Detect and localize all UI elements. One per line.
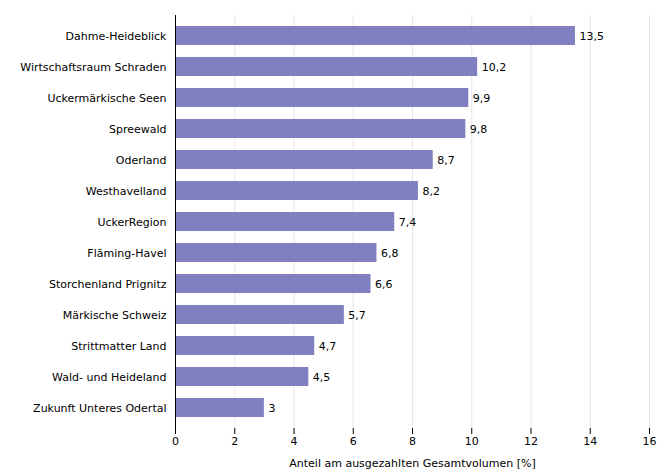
svg-text:Spreewald: Spreewald xyxy=(109,123,167,136)
svg-text:5,7: 5,7 xyxy=(348,309,366,322)
svg-text:16: 16 xyxy=(643,435,657,448)
svg-text:0: 0 xyxy=(172,435,179,448)
svg-text:2: 2 xyxy=(231,435,238,448)
svg-text:12: 12 xyxy=(524,435,538,448)
svg-text:Fläming-Havel: Fläming-Havel xyxy=(87,247,166,260)
svg-text:6: 6 xyxy=(350,435,357,448)
svg-text:10: 10 xyxy=(465,435,479,448)
svg-text:8,7: 8,7 xyxy=(437,154,455,167)
svg-text:6,8: 6,8 xyxy=(381,247,399,260)
svg-text:Storchenland Prignitz: Storchenland Prignitz xyxy=(49,278,167,291)
svg-text:4,5: 4,5 xyxy=(313,371,331,384)
svg-text:Wirtschaftsraum Schraden: Wirtschaftsraum Schraden xyxy=(20,61,166,74)
svg-text:Westhavelland: Westhavelland xyxy=(86,185,167,198)
svg-text:6,6: 6,6 xyxy=(375,278,393,291)
svg-text:10,2: 10,2 xyxy=(482,61,507,74)
svg-text:9,8: 9,8 xyxy=(470,123,488,136)
svg-text:Märkische Schweiz: Märkische Schweiz xyxy=(63,309,167,322)
svg-text:7,4: 7,4 xyxy=(399,216,417,229)
svg-text:8,2: 8,2 xyxy=(422,185,440,198)
svg-text:13,5: 13,5 xyxy=(579,30,604,43)
svg-text:8: 8 xyxy=(409,435,416,448)
svg-text:14: 14 xyxy=(583,435,597,448)
svg-text:Uckermärkische Seen: Uckermärkische Seen xyxy=(47,92,166,105)
svg-text:Wald- und Heideland: Wald- und Heideland xyxy=(52,371,166,384)
svg-text:Oderland: Oderland xyxy=(116,154,167,167)
svg-text:4: 4 xyxy=(291,435,298,448)
svg-text:UckerRegion: UckerRegion xyxy=(97,216,166,229)
svg-text:Dahme-Heideblick: Dahme-Heideblick xyxy=(66,30,168,43)
svg-text:Strittmatter Land: Strittmatter Land xyxy=(71,340,166,353)
svg-text:3: 3 xyxy=(268,402,275,415)
svg-text:Zukunft Unteres Odertal: Zukunft Unteres Odertal xyxy=(33,402,166,415)
svg-text:4,7: 4,7 xyxy=(319,340,337,353)
svg-text:Anteil am ausgezahlten Gesamtv: Anteil am ausgezahlten Gesamtvolumen [%] xyxy=(289,457,535,470)
svg-text:9,9: 9,9 xyxy=(473,92,491,105)
